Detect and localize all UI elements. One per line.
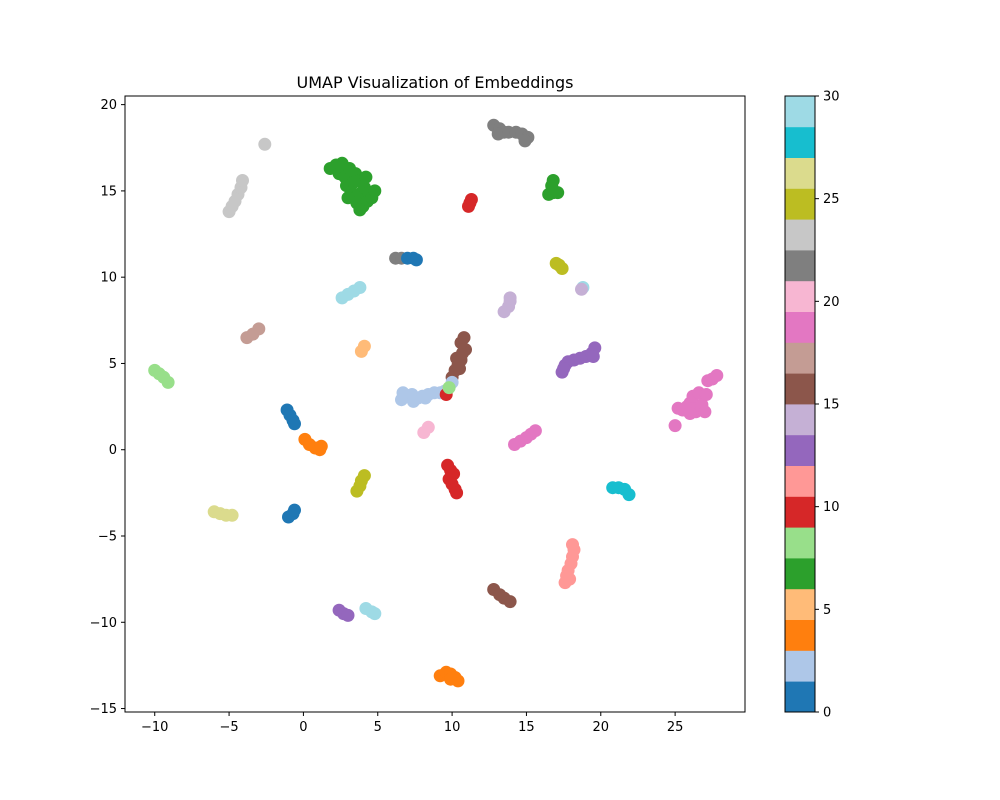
scatter-point [161,375,175,389]
y-axis: −15 −10 −5 0 5 10 15 20 [90,98,125,717]
scatter-point [457,331,471,345]
scatter-point [491,127,505,141]
y-tick-label: 5 [109,357,117,372]
chart-title: UMAP Visualization of Embeddings [297,73,574,92]
colorbar-band [785,373,815,405]
scatter-point [258,137,272,151]
scatter-point [546,174,560,187]
colorbar-band [785,434,815,466]
x-tick-label: 15 [518,720,535,735]
scatter-point [421,420,435,434]
colorbar-band [785,681,815,713]
y-tick-label: −10 [90,616,117,631]
scatter-point [314,439,328,453]
scatter-point [252,322,266,336]
scatter-point [450,486,464,500]
colorbar-band [785,465,815,497]
scatter-point [555,262,569,275]
scatter-point [699,388,713,401]
scatter-point [566,538,579,552]
y-tick-label: −15 [90,702,117,717]
x-axis: −10 −5 0 5 10 15 20 25 [141,712,683,735]
scatter-point [575,282,588,296]
scatter-point [368,184,382,198]
x-tick-label: 5 [374,720,382,735]
colorbar-tick-label: 30 [823,90,840,105]
scatter-point [503,291,517,305]
colorbar-band [785,588,815,620]
colorbar-tick-label: 10 [823,500,840,515]
scatter-point [710,369,724,382]
colorbar-tick-label: 15 [823,398,840,413]
scatter-point [359,170,373,184]
scatter-point [396,386,410,400]
scatter-point [622,488,636,502]
scatter-point [353,281,367,294]
scatter-point [353,203,367,217]
scatter-point [406,394,420,408]
colorbar-tick-label: 0 [823,706,831,721]
scatter-point [418,391,432,405]
colorbar-band [785,342,815,374]
colorbar-band [785,96,815,128]
x-tick-label: 10 [444,720,461,735]
colorbar-band [785,558,815,590]
colorbar-band [785,188,815,220]
scatter-point [341,191,355,205]
colorbar-band [785,496,815,528]
scatter-point [668,419,682,433]
scatter-point [586,350,600,363]
scatter-point [357,469,371,483]
colorbar-band [785,650,815,682]
scatter-point [236,174,249,187]
scatter-points [148,118,724,688]
scatter-point [444,672,458,686]
scatter-point [288,503,301,517]
colorbar-band [785,619,815,651]
scatter-point [341,608,355,622]
scatter-point [225,508,239,522]
colorbar-band [785,404,815,436]
y-tick-label: 15 [100,184,117,199]
scatter-point [503,595,517,609]
scatter-point [288,417,301,431]
y-tick-label: −5 [98,530,117,545]
scatter-point [464,193,478,206]
colorbar-band [785,157,815,189]
scatter-point [368,607,382,621]
colorbar-tick-label: 20 [823,295,840,310]
colorbar-band [785,126,815,158]
colorbar-tick-label: 25 [823,192,840,207]
y-tick-label: 20 [100,98,117,113]
scatter-point [453,362,466,376]
scatter-point [409,253,423,267]
y-tick-label: 0 [109,443,117,458]
colorbar-band [785,311,815,343]
colorbar-tick-label: 5 [823,603,831,618]
plot-area-frame [124,95,746,713]
scatter-point [683,407,697,420]
x-tick-label: −10 [141,720,168,735]
colorbar-band [785,250,815,282]
x-tick-label: 20 [593,720,610,735]
colorbar-band [785,219,815,251]
scatter-point [442,381,456,395]
scatter-point [560,569,574,583]
scatter-point [528,424,542,438]
y-tick-label: 10 [100,271,117,286]
colorbar-band [785,527,815,559]
x-tick-label: 0 [299,720,307,735]
scatter-point [557,362,571,376]
colorbar: 0 5 10 15 20 25 30 [784,90,840,721]
colorbar-band [785,280,815,312]
scatter-point [518,134,532,148]
scatter-point [357,339,371,353]
scatter-point [698,405,712,419]
x-tick-label: −5 [219,720,238,735]
x-tick-label: 25 [667,720,684,735]
